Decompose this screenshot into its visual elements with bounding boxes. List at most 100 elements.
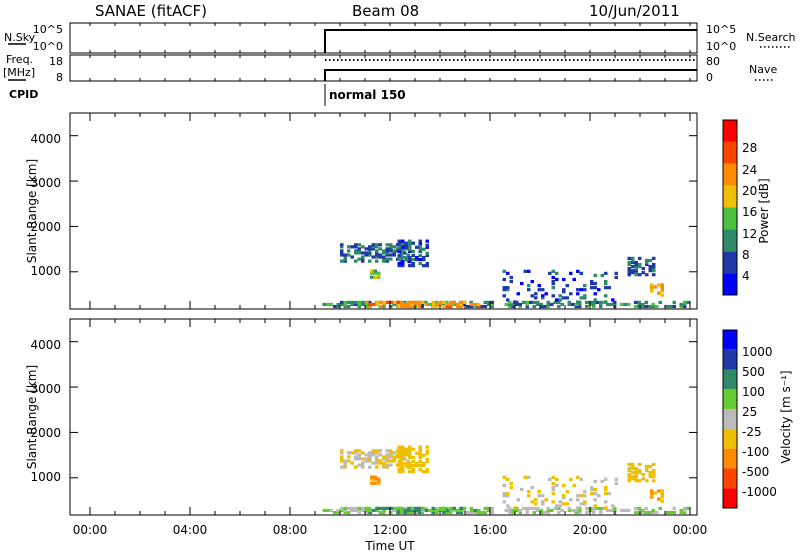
velocity-echo-cell [411, 455, 415, 459]
power-echo-cell [650, 287, 654, 291]
power-echo-cell [655, 304, 659, 309]
velocity-echo-cell [565, 502, 569, 506]
velocity-echo-cell [652, 468, 656, 473]
power-cbar-tick-4: 4 [742, 269, 750, 283]
velocity-echo-cell [377, 481, 381, 485]
velocity-echo-cell [392, 459, 396, 463]
velocity-panel: 1000 2000 3000 4000 Slant Range [km] [25, 318, 698, 516]
velocity-echo-cell [393, 506, 397, 511]
power-echo-cell [576, 292, 580, 296]
velocity-echo-cell [541, 500, 545, 504]
velocity-echo-cell [408, 455, 412, 459]
velocity-echo-cell [490, 508, 494, 513]
velocity-echo-cell [634, 510, 638, 515]
power-echo-cell [599, 300, 603, 305]
velocity-echo-cell [592, 508, 596, 513]
velocity-echo-cell [418, 447, 422, 451]
velocity-echo-cell [343, 459, 347, 463]
velocity-echo-cell [411, 470, 415, 474]
velocity-echo-cell [336, 508, 340, 513]
velocity-echo-cell [579, 477, 583, 481]
velocity-echo-cell [638, 479, 642, 483]
power-y-tick-2000: 2000 [30, 220, 61, 234]
velocity-echo-cell [606, 508, 610, 513]
power-echo-cell [375, 251, 379, 255]
velocity-echo-cell [459, 506, 463, 511]
power-echo-cell [637, 300, 641, 305]
power-echo-cell [364, 251, 368, 255]
power-echo-cell [357, 251, 361, 255]
velocity-echo-cell [418, 451, 422, 455]
power-echo-cell [607, 286, 611, 290]
velocity-echo-cell [410, 508, 414, 513]
power-echo-cell [578, 302, 582, 307]
velocity-echo-cell [397, 468, 401, 472]
power-echo-cell [511, 302, 515, 307]
nsky-trace [324, 29, 697, 53]
velocity-echo-cell [371, 461, 375, 465]
power-echo-cell [459, 302, 463, 307]
power-echo-cell [418, 241, 422, 245]
velocity-echo-cell [569, 477, 573, 481]
power-echo-cell [473, 304, 477, 309]
power-echo-cell [442, 300, 446, 305]
power-echo-cell [418, 239, 422, 243]
velocity-echo-cell [520, 487, 524, 492]
velocity-echo-cell [425, 457, 429, 462]
mhz-label: [MHz] [3, 66, 35, 79]
power-echo-cell [683, 300, 687, 305]
velocity-echo-cell [375, 459, 379, 463]
power-echo-cell [403, 251, 407, 255]
power-echo-cell [652, 267, 656, 271]
velocity-echo-cell [408, 449, 412, 453]
velocity-echo-cell [637, 508, 641, 513]
velocity-echo-cell [527, 494, 531, 498]
power-echo-cell [627, 262, 631, 267]
velocity-echo-cell [375, 451, 379, 455]
power-echo-cell [557, 304, 561, 309]
velocity-echo-cell [340, 459, 344, 463]
power-echo-cell [686, 300, 690, 305]
velocity-echo-cell [368, 451, 372, 455]
power-echo-cell [604, 279, 608, 284]
power-echo-cell [606, 302, 610, 307]
velocity-echo-cell [403, 506, 407, 511]
power-echo-cell [614, 271, 618, 275]
power-echo-cell [385, 251, 389, 255]
power-echo-cell [354, 300, 358, 305]
velocity-echo-cell [368, 455, 372, 459]
nave-label: Nave [749, 63, 777, 76]
freq-tick-top: 18 [49, 55, 63, 68]
power-echo-cell [544, 292, 548, 296]
power-echo-cell [669, 304, 673, 309]
power-echo-cell [657, 291, 661, 295]
power-echo-cell [396, 300, 400, 305]
power-echo-cell [404, 243, 408, 247]
power-echo-cell [459, 300, 463, 305]
velocity-cbar-segment [723, 428, 737, 449]
velocity-cbar-tick-25: 25 [742, 405, 757, 419]
velocity-echo-cell [382, 508, 386, 513]
velocity-echo-cell [506, 492, 510, 496]
power-echo-cell [354, 251, 358, 255]
velocity-echo-cell [562, 502, 566, 506]
velocity-echo-cell [551, 475, 555, 479]
velocity-echo-cell [578, 506, 582, 511]
velocity-echo-cell [604, 500, 608, 504]
power-echo-cell [449, 304, 453, 309]
power-echo-cell [502, 277, 506, 282]
velocity-echo-cell [452, 506, 456, 511]
velocity-echo-cell [452, 508, 456, 513]
power-echo-cell [583, 288, 587, 292]
velocity-echo-cell [410, 506, 414, 511]
power-echo-cell [551, 275, 555, 280]
velocity-echo-cell [414, 506, 418, 511]
power-echo-cell [546, 302, 550, 307]
power-echo-cell [418, 245, 422, 249]
velocity-echo-cell [641, 508, 645, 513]
velocity-echo-cell [631, 462, 635, 466]
velocity-echo-cell [424, 508, 428, 513]
velocity-echo-cell [375, 449, 379, 453]
power-echo-cell [660, 293, 664, 297]
velocity-echo-cell [361, 508, 365, 513]
